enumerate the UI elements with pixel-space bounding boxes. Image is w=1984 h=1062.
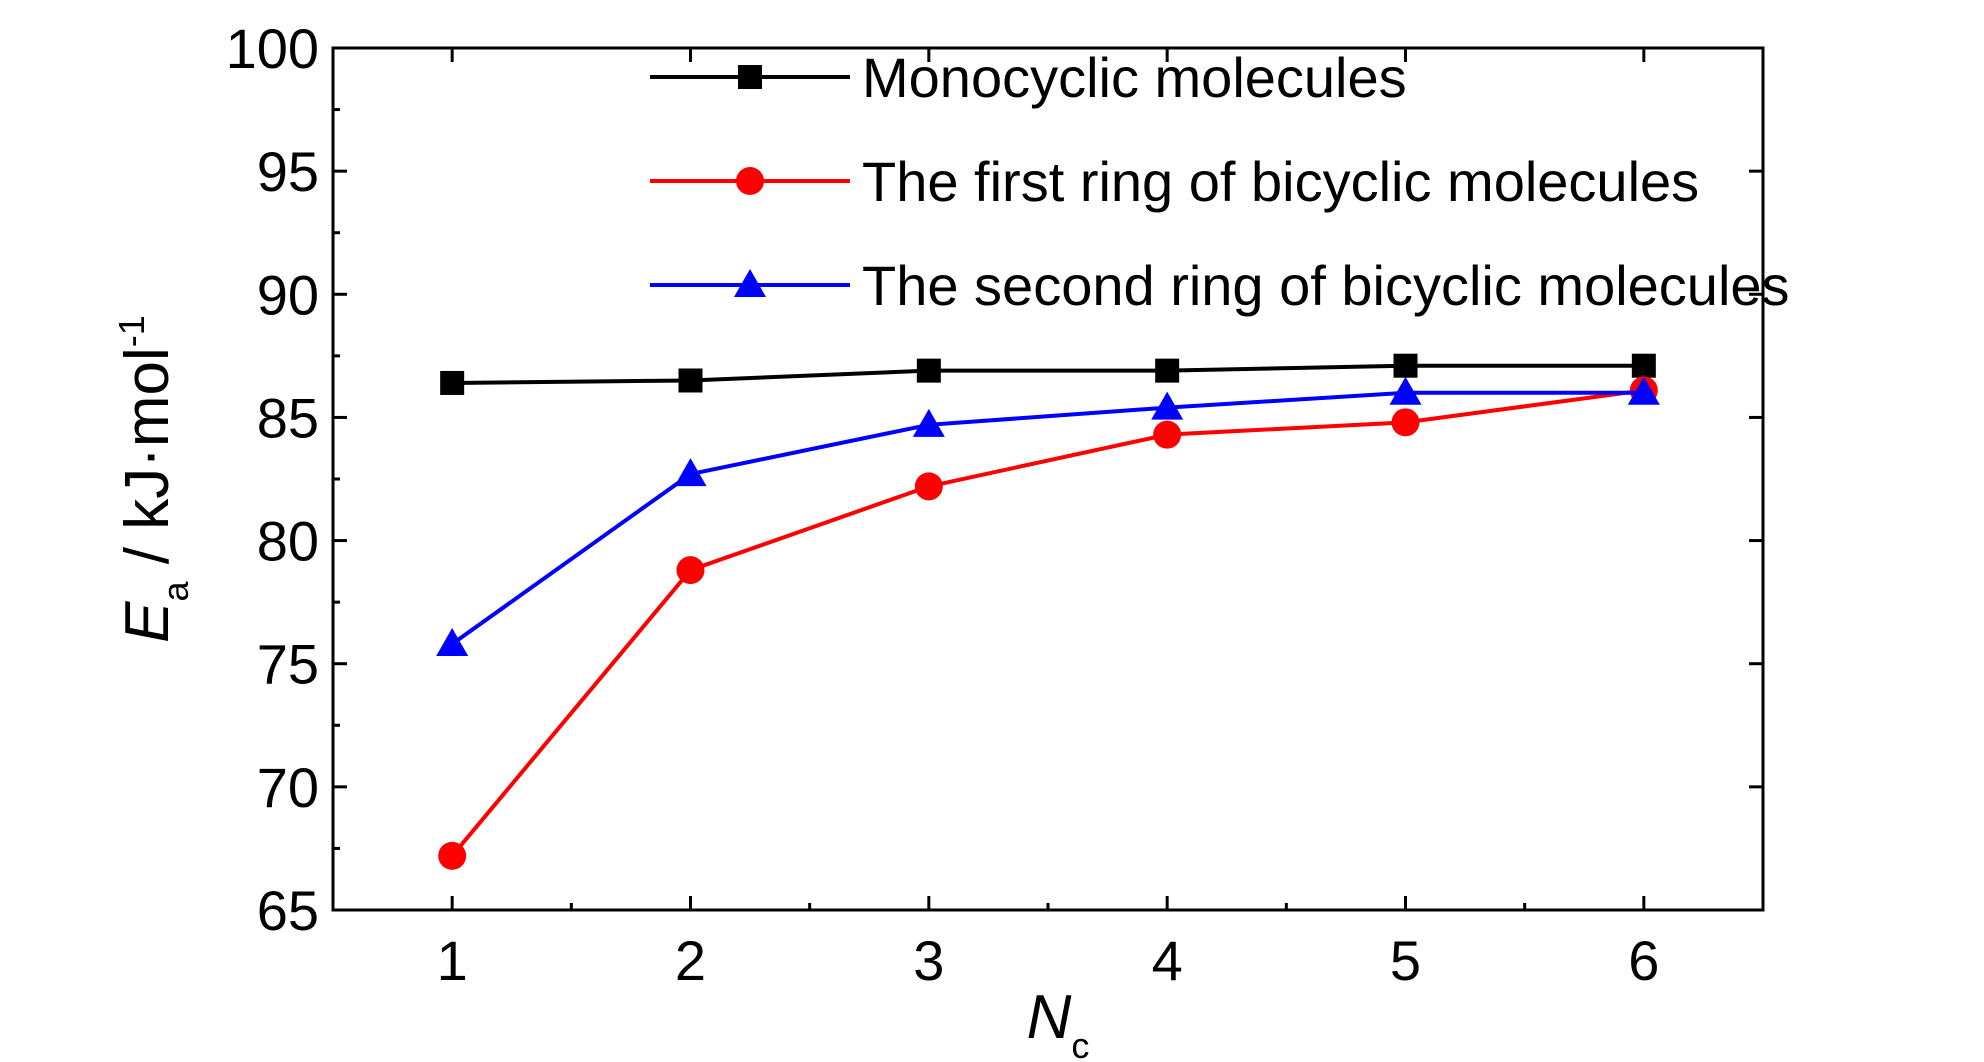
x-axis-title: Nc [1027,983,1090,1062]
x-tick-label: 4 [1152,929,1183,992]
y-axis-title: Ea / kJ·mol-1 [111,315,196,643]
data-point [1389,376,1422,405]
data-point [1631,353,1656,378]
x-tick-label: 5 [1390,929,1421,992]
series-2 [438,376,1658,870]
legend-label: The first ring of bicyclic molecules [862,150,1699,213]
legend-marker [736,167,764,195]
y-tick-label: 70 [257,756,319,819]
series-layer [436,353,1660,870]
x-tick-label: 6 [1628,929,1659,992]
y-tick-label: 90 [257,263,319,326]
axis-ticks: 1 2 3 4 5 6 65 70 75 80 85 90 95 100 [226,17,1763,992]
series-1 [440,353,1656,395]
data-point [674,458,707,487]
data-point [678,368,703,393]
legend-entry: Monocyclic molecules [650,46,1407,109]
legend-label: Monocyclic molecules [862,46,1407,109]
data-point [1155,358,1180,383]
y-tick-label: 100 [226,17,319,80]
legend-label: The second ring of bicyclic molecules [862,254,1790,317]
series-line [450,388,1645,858]
legend-entry: The second ring of bicyclic molecules [650,254,1790,317]
series-line [452,363,1644,385]
data-point [916,358,941,383]
x-tick-label: 1 [437,929,468,992]
legend: Monocyclic molecules The first ring of bi… [650,46,1790,317]
y-tick-label: 95 [257,140,319,203]
legend-marker [734,269,766,297]
data-point [1391,408,1420,437]
series-line [451,390,1644,646]
data-point [914,472,943,501]
data-point [676,556,705,585]
y-tick-label: 75 [257,633,319,696]
data-point [1153,420,1182,449]
legend-entry: The first ring of bicyclic molecules [650,150,1699,213]
x-tick-label: 2 [675,929,706,992]
x-tick-label: 3 [913,929,944,992]
series-3 [436,376,1660,657]
legend-marker [738,65,762,89]
data-point [1627,376,1660,405]
y-tick-label: 80 [257,510,319,573]
data-point [1151,391,1184,420]
y-tick-label: 85 [257,386,319,449]
data-point [1393,353,1418,378]
data-point [438,841,467,870]
data-point [912,408,945,437]
data-point [440,370,465,395]
y-tick-label: 65 [257,879,319,942]
data-point [436,628,469,657]
